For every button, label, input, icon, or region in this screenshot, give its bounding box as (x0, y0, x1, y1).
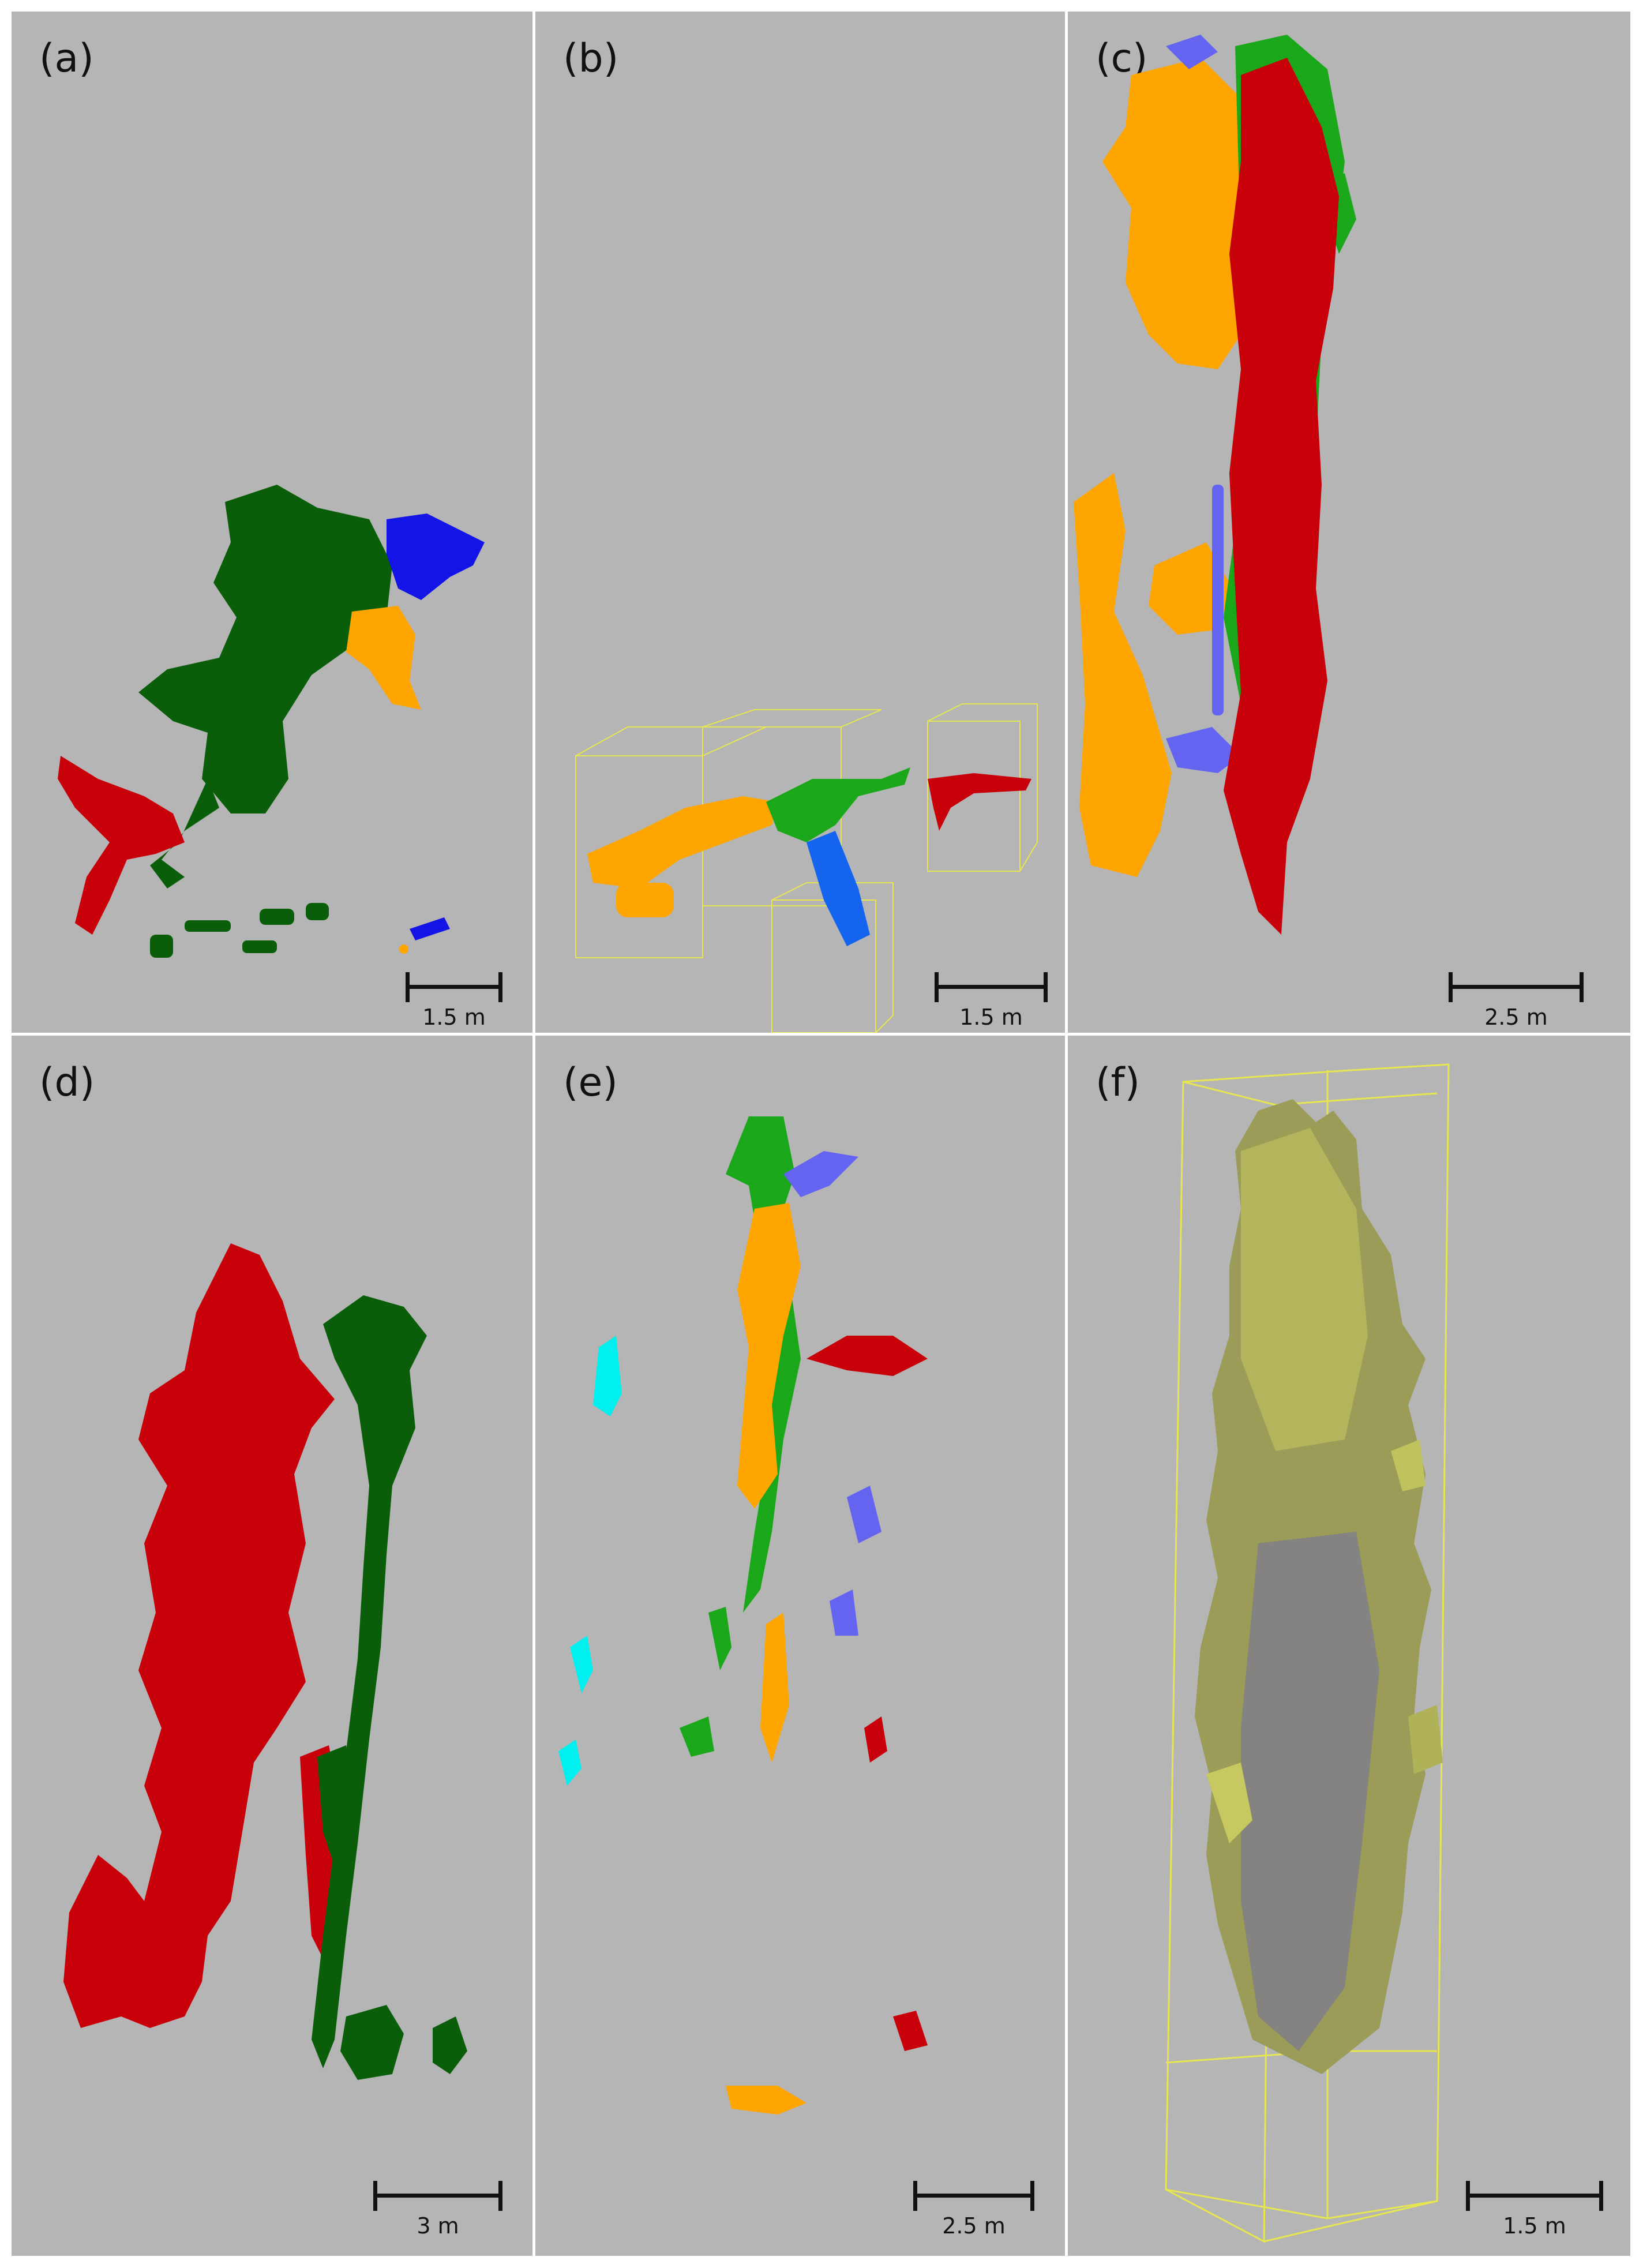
point-cloud-d (63, 1243, 467, 2080)
scale-label-b: 1.5 m (959, 1004, 1023, 1030)
panel-b-label: (b) (563, 36, 619, 81)
panel-b: (b) 1.5 m (535, 12, 1065, 1033)
panel-f: (f) 1.5 m (1068, 1036, 1630, 2256)
panel-e-label: (e) (563, 1060, 618, 1105)
scale-bar-e: 2.5 m (913, 2181, 1034, 2244)
panel-e: (e) 2.5 m (535, 1036, 1065, 2256)
point-cloud-f (1165, 1063, 1450, 2243)
scale-bar-a: 1.5 m (406, 972, 502, 1033)
panel-a: (a) 1.5 m (12, 12, 532, 1033)
panel-d-label: (d) (39, 1060, 95, 1105)
scale-bar-f: 1.5 m (1466, 2181, 1603, 2244)
panel-d: (d) 3 m (12, 1036, 532, 2256)
scale-bar-c: 2.5 m (1449, 972, 1584, 1033)
scale-label-d: 3 m (417, 2213, 459, 2239)
point-cloud-b (575, 703, 1038, 1033)
point-cloud-c (1074, 35, 1356, 935)
point-cloud-a (58, 485, 485, 958)
scale-label-e: 2.5 m (942, 2213, 1006, 2239)
scale-bar-b: 1.5 m (935, 972, 1048, 1033)
panel-f-label: (f) (1096, 1060, 1140, 1105)
scale-label-f: 1.5 m (1503, 2213, 1566, 2239)
scale-bar-d: 3 m (373, 2181, 502, 2244)
scale-label-c: 2.5 m (1484, 1004, 1548, 1030)
point-cloud-e (558, 1116, 928, 2115)
scale-label-a: 1.5 m (422, 1004, 486, 1030)
panel-c: (c) 2.5 m (1068, 12, 1630, 1033)
panel-a-label: (a) (39, 36, 94, 81)
